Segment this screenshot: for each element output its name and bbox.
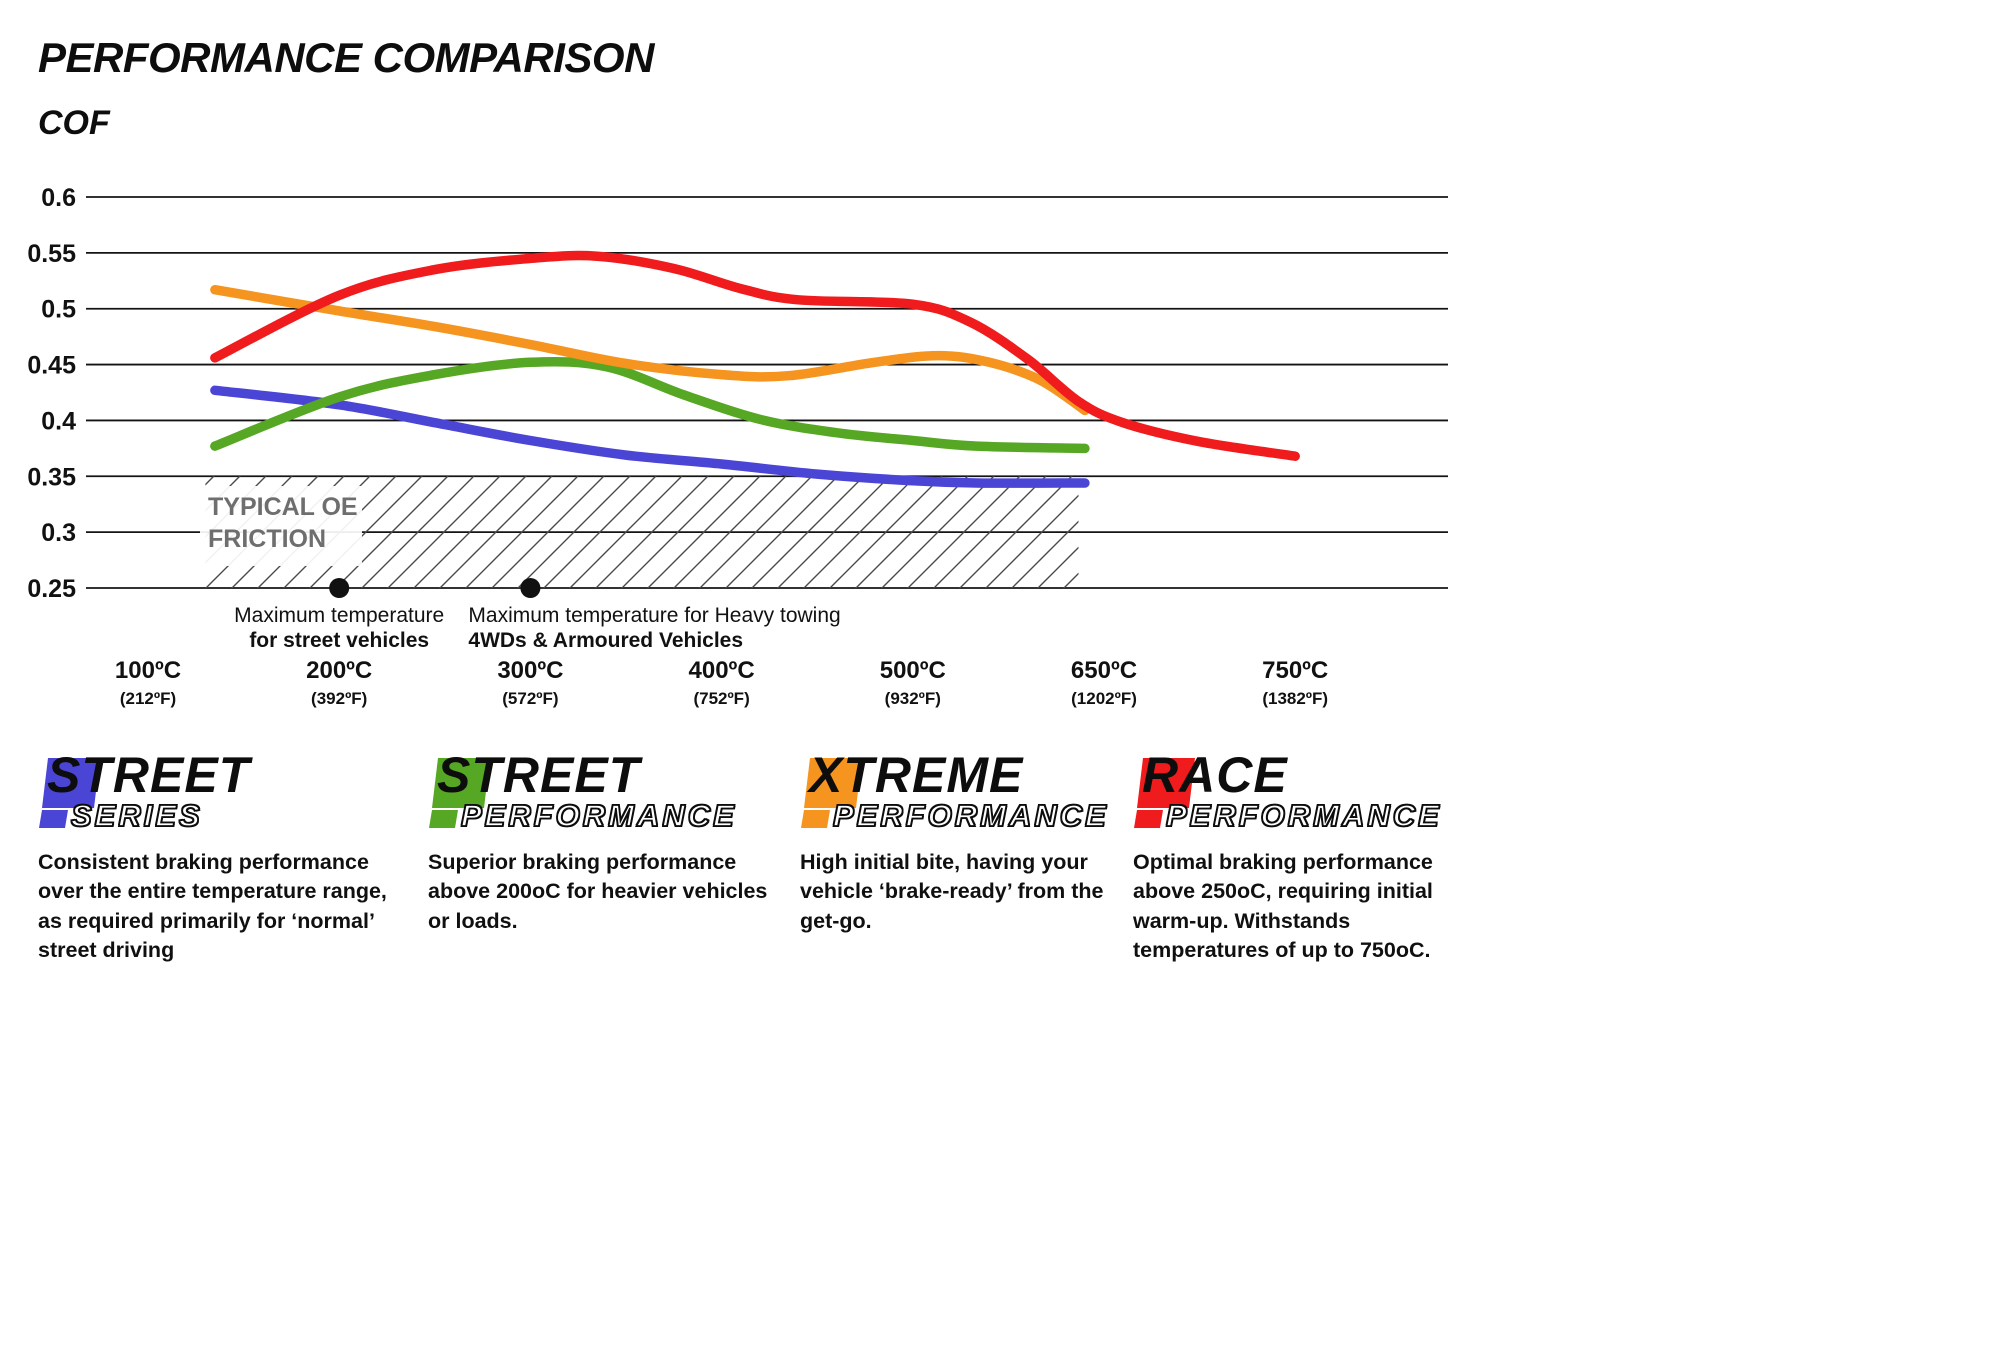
x-tick-sub-label: (932ºF)	[885, 689, 941, 708]
x-tick-sub-label: (1202ºF)	[1071, 689, 1137, 708]
legend-description: High initial bite, having your vehicle ‘…	[800, 850, 1104, 933]
x-tick-sub-label: (752ºF)	[693, 689, 749, 708]
page-title: PERFORMANCE COMPARISON	[38, 34, 654, 81]
brand-mark-icon	[429, 758, 490, 828]
brand-mark-icon	[1134, 758, 1195, 828]
y-tick-label: 0.3	[41, 519, 76, 547]
series-line-race-performance	[210, 250, 1300, 461]
brand-logo: STREET PERFORMANCE	[428, 747, 783, 844]
legend-item-2-street-performance: STREET PERFORMANCE Superior braking perf…	[428, 747, 783, 936]
legend-title: STREET	[437, 746, 640, 804]
x-tick-sub-label: (572ºF)	[502, 689, 558, 708]
legend-title-rest: TREET	[471, 747, 641, 803]
y-tick-label: 0.35	[27, 463, 76, 491]
legend-title: STREET	[47, 746, 250, 804]
legend-title-rest: TREET	[81, 747, 251, 803]
legend-subtitle: PERFORMANCE	[460, 797, 737, 834]
x-tick-label: 100ºC	[115, 657, 181, 684]
annotation-text-line2: for street vehicles	[249, 629, 429, 652]
y-tick-label: 0.6	[41, 184, 76, 212]
series-line-street-performance	[210, 356, 1090, 454]
legend-description: Consistent braking performance over the …	[38, 850, 387, 963]
x-tick-label: 300ºC	[497, 657, 563, 684]
legend-title-rest: TREME	[843, 747, 1024, 803]
series-line-street-series	[210, 385, 1090, 488]
legend-title-initial: X	[809, 747, 844, 803]
annotation-text-line1: Maximum temperature for Heavy towing	[468, 604, 840, 627]
annotation-text-line1: Maximum temperature	[234, 604, 444, 627]
legend-title-initial: S	[47, 747, 82, 803]
annotation-text-line2: 4WDs & Armoured Vehicles	[468, 629, 743, 652]
legend-subtitle: SERIES	[70, 797, 203, 834]
x-tick-label: 400ºC	[689, 657, 755, 684]
y-tick-label: 0.4	[41, 407, 76, 435]
brand-logo: RACE PERFORMANCE	[1133, 747, 1483, 844]
y-tick-label: 0.45	[27, 352, 76, 380]
oe-label-line1: TYPICAL OE	[208, 493, 358, 521]
legend-title-initial: S	[437, 747, 472, 803]
legend-description: Superior braking performance above 200oC…	[428, 850, 768, 933]
legend-item-3-xtreme-performance: XTREME PERFORMANCE High initial bite, ha…	[800, 747, 1107, 936]
oe-label-background	[200, 486, 362, 566]
legend-subtitle: PERFORMANCE	[1165, 797, 1442, 834]
brand-mark-icon	[39, 758, 100, 828]
legend-description: Optimal braking performance above 250oC,…	[1133, 850, 1433, 963]
x-tick-sub-label: (212ºF)	[120, 689, 176, 708]
brand-mark-icon	[801, 758, 862, 828]
x-tick-label: 650ºC	[1071, 657, 1137, 684]
x-tick-label: 500ºC	[880, 657, 946, 684]
legend-row: STREET SERIES Consistent braking perform…	[0, 747, 2000, 1052]
y-tick-label: 0.5	[41, 296, 76, 324]
annotation-dot	[329, 578, 350, 598]
x-tick-sub-label: (392ºF)	[311, 689, 367, 708]
legend-title: RACE	[1142, 746, 1288, 804]
y-axis-title: COF	[38, 104, 110, 142]
brand-logo: XTREME PERFORMANCE	[800, 747, 1107, 844]
x-tick-label: 750ºC	[1262, 657, 1328, 684]
annotation-dot	[520, 578, 541, 598]
legend-title-rest: ACE	[1179, 747, 1288, 803]
x-tick-sub-label: (1382ºF)	[1262, 689, 1328, 708]
legend-title-initial: R	[1142, 747, 1180, 803]
y-tick-label: 0.25	[27, 575, 76, 603]
x-tick-label: 200ºC	[306, 657, 372, 684]
series-line-xtreme-performance	[210, 284, 1090, 416]
y-tick-label: 0.55	[27, 240, 76, 268]
legend-title: XTREME	[809, 746, 1023, 804]
legend-item-1-street-series: STREET SERIES Consistent braking perform…	[38, 747, 403, 966]
brand-logo: STREET SERIES	[38, 747, 403, 844]
performance-chart: 0.6 0.55 0.5 0.45 0.4 0.35 0.3 0.25 TYPICAL OE FR…	[27, 184, 1448, 708]
legend-subtitle: PERFORMANCE	[832, 797, 1109, 834]
oe-label-line2: FRICTION	[208, 525, 326, 553]
legend-item-4-race-performance: RACE PERFORMANCE Optimal braking perform…	[1133, 747, 1483, 966]
